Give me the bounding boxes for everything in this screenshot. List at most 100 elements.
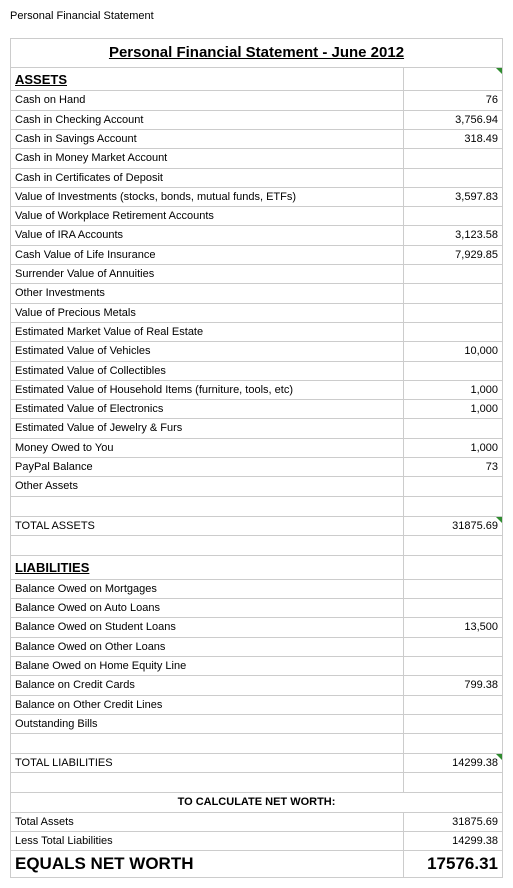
row-value: 13,500 — [404, 618, 503, 637]
table-row: Estimated Value of Vehicles10,000 — [11, 342, 503, 361]
calc-heading-row: TO CALCULATE NET WORTH: — [11, 793, 503, 812]
table-row: Value of Investments (stocks, bonds, mut… — [11, 187, 503, 206]
table-row: Cash in Certificates of Deposit — [11, 168, 503, 187]
calc-liab-value: 14299.38 — [404, 832, 503, 851]
table-row: Other Investments — [11, 284, 503, 303]
table-row: Estimated Value of Jewelry & Furs — [11, 419, 503, 438]
table-row: Surrender Value of Annuities — [11, 265, 503, 284]
row-value: 799.38 — [404, 676, 503, 695]
row-value — [404, 579, 503, 598]
row-value: 76 — [404, 91, 503, 110]
table-row: Balance Owed on Mortgages — [11, 579, 503, 598]
calc-assets-row: Total Assets 31875.69 — [11, 812, 503, 831]
row-label: Cash Value of Life Insurance — [11, 245, 404, 264]
row-label: Estimated Value of Household Items (furn… — [11, 380, 404, 399]
row-label: Value of Workplace Retirement Accounts — [11, 207, 404, 226]
row-value — [404, 149, 503, 168]
row-label: Cash in Certificates of Deposit — [11, 168, 404, 187]
row-value: 73 — [404, 458, 503, 477]
row-label: Value of Investments (stocks, bonds, mut… — [11, 187, 404, 206]
row-value: 3,756.94 — [404, 110, 503, 129]
row-label: Balance on Other Credit Lines — [11, 695, 404, 714]
table-row: Money Owed to You1,000 — [11, 438, 503, 457]
table-row: Value of IRA Accounts3,123.58 — [11, 226, 503, 245]
table-row: Balance on Other Credit Lines — [11, 695, 503, 714]
calc-liab-row: Less Total Liabilities 14299.38 — [11, 832, 503, 851]
total-liabilities-row: TOTAL LIABILITIES 14299.38 — [11, 754, 503, 773]
total-assets-label: TOTAL ASSETS — [11, 516, 404, 535]
row-label: Cash in Money Market Account — [11, 149, 404, 168]
networth-label: EQUALS NET WORTH — [11, 851, 404, 878]
row-label: Estimated Value of Jewelry & Furs — [11, 419, 404, 438]
sheet-title-row: Personal Financial Statement - June 2012 — [11, 39, 503, 68]
calc-heading: TO CALCULATE NET WORTH: — [11, 793, 503, 812]
table-row: Other Assets — [11, 477, 503, 496]
row-label: Other Assets — [11, 477, 404, 496]
row-label: Estimated Value of Collectibles — [11, 361, 404, 380]
row-value — [404, 714, 503, 733]
row-value: 3,597.83 — [404, 187, 503, 206]
row-value: 3,123.58 — [404, 226, 503, 245]
row-value — [404, 599, 503, 618]
row-label: Cash on Hand — [11, 91, 404, 110]
table-row: Cash Value of Life Insurance7,929.85 — [11, 245, 503, 264]
row-label: Value of IRA Accounts — [11, 226, 404, 245]
row-label: Outstanding Bills — [11, 714, 404, 733]
blank-row — [11, 496, 503, 516]
row-label: Balane Owed on Home Equity Line — [11, 657, 404, 676]
row-label: Estimated Value of Electronics — [11, 400, 404, 419]
table-row: Value of Workplace Retirement Accounts — [11, 207, 503, 226]
table-row: PayPal Balance73 — [11, 458, 503, 477]
networth-value: 17576.31 — [404, 851, 503, 878]
table-row: Balance Owed on Student Loans13,500 — [11, 618, 503, 637]
total-assets-value: 31875.69 — [404, 516, 503, 535]
total-assets-row: TOTAL ASSETS 31875.69 — [11, 516, 503, 535]
row-label: Balance on Credit Cards — [11, 676, 404, 695]
row-value — [404, 207, 503, 226]
cell-marker — [404, 67, 503, 91]
assets-heading: ASSETS — [11, 67, 404, 91]
row-value: 318.49 — [404, 129, 503, 148]
page-title: Personal Financial Statement — [10, 10, 503, 22]
table-row: Outstanding Bills — [11, 714, 503, 733]
table-row: Value of Precious Metals — [11, 303, 503, 322]
table-row: Cash in Checking Account3,756.94 — [11, 110, 503, 129]
financial-statement-table: Personal Financial Statement - June 2012… — [10, 38, 503, 878]
total-liabilities-label: TOTAL LIABILITIES — [11, 754, 404, 773]
row-label: Estimated Value of Vehicles — [11, 342, 404, 361]
row-label: Cash in Savings Account — [11, 129, 404, 148]
table-row: Estimated Market Value of Real Estate — [11, 322, 503, 341]
row-value — [404, 657, 503, 676]
sheet-title: Personal Financial Statement - June 2012 — [11, 39, 503, 68]
assets-heading-row: ASSETS — [11, 67, 503, 91]
table-row: Estimated Value of Household Items (furn… — [11, 380, 503, 399]
row-value — [404, 322, 503, 341]
row-value — [404, 419, 503, 438]
row-value — [404, 361, 503, 380]
row-label: Balance Owed on Other Loans — [11, 637, 404, 656]
row-label: Surrender Value of Annuities — [11, 265, 404, 284]
row-value — [404, 695, 503, 714]
calc-assets-label: Total Assets — [11, 812, 404, 831]
row-value — [404, 637, 503, 656]
row-value: 1,000 — [404, 380, 503, 399]
table-row: Balane Owed on Home Equity Line — [11, 657, 503, 676]
calc-assets-value: 31875.69 — [404, 812, 503, 831]
row-value — [404, 168, 503, 187]
table-row: Balance on Credit Cards799.38 — [11, 676, 503, 695]
total-liabilities-value: 14299.38 — [404, 754, 503, 773]
row-label: Value of Precious Metals — [11, 303, 404, 322]
blank-row — [11, 535, 503, 555]
row-label: Cash in Checking Account — [11, 110, 404, 129]
row-value: 1,000 — [404, 400, 503, 419]
row-label: Balance Owed on Mortgages — [11, 579, 404, 598]
row-value: 1,000 — [404, 438, 503, 457]
row-value: 7,929.85 — [404, 245, 503, 264]
row-label: Other Investments — [11, 284, 404, 303]
table-row: Cash in Savings Account318.49 — [11, 129, 503, 148]
table-row: Estimated Value of Electronics1,000 — [11, 400, 503, 419]
row-label: Estimated Market Value of Real Estate — [11, 322, 404, 341]
table-row: Balance Owed on Auto Loans — [11, 599, 503, 618]
row-label: Balance Owed on Student Loans — [11, 618, 404, 637]
blank-row — [11, 773, 503, 793]
